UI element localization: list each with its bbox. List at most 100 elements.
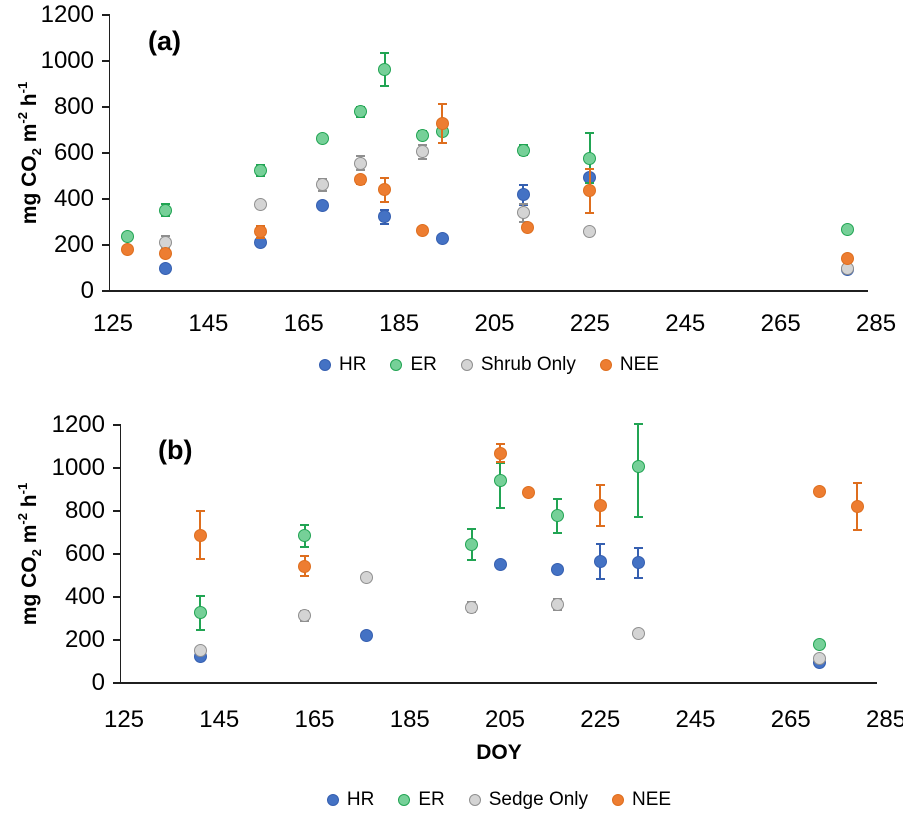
nee-point	[522, 486, 536, 500]
x-tick-label: 165	[294, 706, 335, 733]
nee-legend-dot	[612, 794, 625, 806]
x-tick-label: 205	[474, 310, 515, 337]
y-tick	[112, 424, 120, 426]
legend-label: HR	[339, 354, 367, 375]
error-cap-bottom	[467, 559, 477, 562]
y-tick-label: 400	[53, 185, 94, 212]
error-cap-bottom	[418, 157, 428, 160]
x-tick-label: 285	[856, 310, 897, 337]
nee-point	[583, 184, 597, 198]
sedge-only-legend-dot	[468, 794, 481, 806]
nee-point	[378, 183, 392, 197]
x-axis-line	[116, 682, 877, 684]
er-point	[812, 637, 826, 651]
x-tick-label: 285	[865, 706, 903, 733]
y-tick-label: 400	[64, 583, 105, 610]
error-cap-top	[852, 482, 862, 485]
x-tick-label: 265	[770, 706, 811, 733]
x-tick-label: 245	[665, 310, 706, 337]
hr-point	[593, 555, 607, 569]
error-cap-top	[300, 554, 310, 557]
er-point	[378, 63, 392, 77]
error-cap-bottom	[195, 557, 205, 560]
nee-point	[298, 559, 312, 573]
error-cap-bottom	[300, 545, 310, 548]
y-tick	[101, 244, 109, 246]
y-tick	[101, 152, 109, 154]
nee-point	[158, 247, 172, 261]
error-cap-top	[467, 528, 477, 531]
hr-point	[493, 558, 507, 572]
x-axis-line	[105, 290, 868, 292]
y-tick-label: 600	[53, 139, 94, 166]
error-cap-bottom	[300, 575, 310, 578]
hr-point	[550, 562, 564, 576]
x-tick-label: 245	[675, 706, 716, 733]
legend-b: HR ER Sedge Only NEE	[95, 789, 903, 811]
error-cap-bottom	[852, 529, 862, 532]
y-tick-label: 200	[64, 626, 105, 653]
er-point	[298, 529, 312, 543]
y-tick	[101, 290, 109, 292]
nee-legend-dot	[599, 359, 612, 371]
nee-point	[593, 499, 607, 513]
shrub-only-point	[254, 197, 268, 211]
shrub-only-point	[516, 206, 530, 220]
hr-point	[316, 198, 330, 212]
hr-legend-dot	[319, 359, 331, 371]
er-legend-dot	[390, 359, 403, 371]
error-cap-top	[195, 594, 205, 597]
sedge-only-point	[360, 570, 374, 584]
error-cap-top	[595, 543, 605, 546]
sedge-only-point	[550, 597, 564, 611]
legend-item-hr: HR	[319, 354, 366, 376]
error-cap-bottom	[380, 85, 390, 88]
error-cap-top	[380, 176, 390, 179]
error-cap-bottom	[437, 141, 447, 144]
hr-point	[435, 232, 449, 246]
y-tick	[101, 60, 109, 62]
shrub-only-point	[316, 178, 330, 192]
y-tick-label: 1000	[51, 454, 105, 481]
legend-item-er: ER	[390, 354, 437, 376]
error-cap-top	[518, 183, 528, 186]
x-tick-label: 185	[379, 310, 420, 337]
error-cap-bottom	[380, 222, 390, 225]
y-axis-line	[119, 424, 121, 684]
nee-point	[812, 484, 826, 498]
sedge-only-point	[465, 600, 479, 614]
legend-a: HR ER Shrub Only NEE	[75, 354, 903, 376]
panel-a: mg CO2 m-2 h-1 (a) 0 200 400 600 800 1000 1200…	[0, 0, 903, 385]
legend-label: ER	[418, 789, 445, 810]
er-point	[120, 229, 134, 243]
error-cap-bottom	[595, 577, 605, 580]
error-cap-top	[418, 143, 428, 146]
plot-area-a: 0 200 400 600 800 1000 1200 125 145 165 185 205 225 2…	[0, 0, 903, 385]
error-cap-top	[585, 132, 595, 135]
legend-label: Shrub Only	[480, 354, 576, 375]
error-cap-top	[585, 168, 595, 171]
error-cap-bottom	[495, 461, 505, 464]
error-cap-bottom	[585, 211, 595, 214]
x-tick-label: 185	[389, 706, 430, 733]
legend-label: HR	[346, 789, 375, 810]
hr-point	[360, 629, 374, 643]
er-point	[254, 164, 268, 178]
legend-item-nee: NEE	[612, 789, 671, 811]
legend-label: Sedge Only	[488, 789, 589, 810]
error-cap-top	[552, 497, 562, 500]
sedge-only-point	[193, 643, 207, 657]
panel-b: mg CO2 m-2 h-1 (b) 0 200 400 600 800 1000 1200…	[0, 385, 903, 824]
y-tick-label: 1200	[51, 411, 105, 438]
error-cap-bottom	[356, 169, 366, 172]
x-tick-label: 225	[580, 706, 621, 733]
y-tick	[112, 596, 120, 598]
error-cap-top	[300, 524, 310, 527]
legend-item-shrub-only: Shrub Only	[460, 354, 576, 376]
error-cap-bottom	[380, 200, 390, 203]
hr-legend-dot	[326, 794, 339, 806]
error-cap-top	[380, 209, 390, 212]
panel-label-b: (b)	[158, 435, 193, 465]
legend-item-nee: NEE	[599, 354, 659, 376]
